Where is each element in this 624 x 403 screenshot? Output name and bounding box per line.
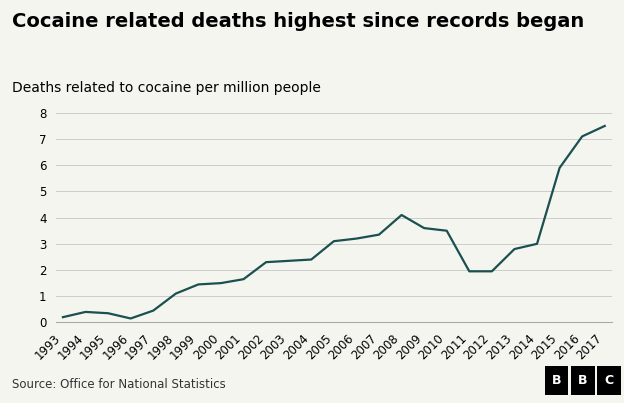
Text: Deaths related to cocaine per million people: Deaths related to cocaine per million pe… — [12, 81, 321, 95]
Text: B: B — [578, 374, 588, 387]
Text: B: B — [552, 374, 562, 387]
Text: Source: Office for National Statistics: Source: Office for National Statistics — [12, 378, 227, 391]
Text: C: C — [605, 374, 613, 387]
Text: Cocaine related deaths highest since records began: Cocaine related deaths highest since rec… — [12, 12, 585, 31]
